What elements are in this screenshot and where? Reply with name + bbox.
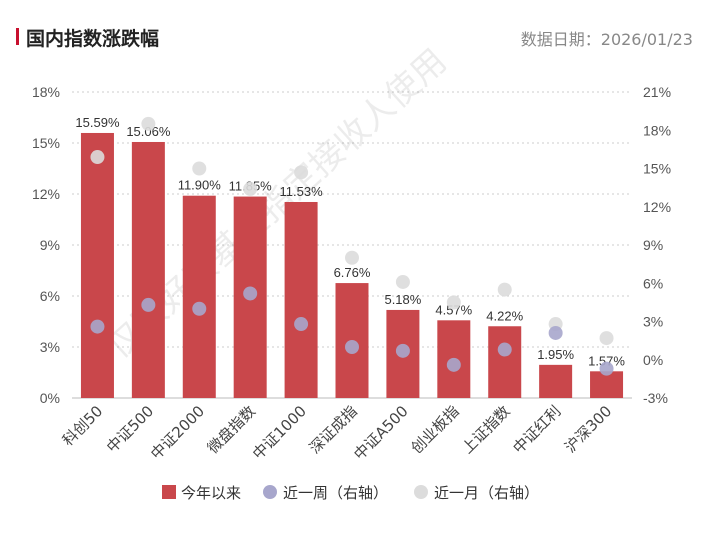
month-dot [243, 181, 258, 196]
right-tick-label: 6% [643, 275, 663, 291]
month-dot [90, 150, 105, 165]
week-dot [395, 343, 410, 358]
week-dot [548, 325, 563, 340]
month-dot [345, 250, 359, 265]
week-dot [192, 301, 207, 316]
legend-label-week: 近一周（右轴） [283, 484, 388, 502]
bar [80, 132, 114, 398]
bar [590, 371, 624, 398]
title-accent-bar [16, 28, 19, 45]
category-label: 科创50 [59, 402, 106, 449]
bar [182, 195, 216, 398]
month-dot [395, 274, 410, 289]
right-tick-label: 9% [643, 237, 663, 253]
data-label: 4.22% [486, 308, 523, 323]
right-tick-label: 3% [643, 314, 663, 330]
bar [131, 141, 165, 399]
month-dot [192, 161, 207, 176]
month-dot [446, 295, 461, 310]
data-label: 5.18% [384, 292, 421, 307]
category-label: 中证2000 [147, 402, 208, 463]
right-tick-label: 12% [643, 199, 671, 215]
legend-swatch-month [414, 485, 428, 499]
data-label: 15.06% [126, 124, 171, 139]
left-tick-label: 18% [32, 84, 60, 100]
week-dot [599, 361, 614, 376]
data-date: 数据日期：2026/01/23 [520, 30, 693, 49]
legend-swatch-ytd [162, 485, 176, 499]
month-dot [141, 116, 156, 131]
week-dot [294, 317, 309, 332]
right-tick-label: 15% [643, 161, 671, 177]
data-label: 11.53% [280, 184, 324, 199]
month-dot [294, 165, 309, 180]
bar [488, 326, 522, 398]
month-dot [599, 331, 614, 346]
week-dot [345, 340, 359, 354]
bar [284, 201, 318, 398]
data-label: 6.76% [334, 265, 371, 280]
left-tick-label: 9% [40, 237, 60, 253]
category-label: 中证1000 [249, 402, 310, 463]
left-tick-label: 0% [40, 390, 60, 406]
right-tick-label: 0% [643, 352, 663, 368]
left-tick-label: 6% [40, 288, 60, 304]
data-label: 11.90% [178, 178, 222, 193]
category-label: 中证A500 [350, 402, 411, 463]
data-label: 15.59% [75, 115, 120, 130]
week-dot [497, 342, 512, 357]
right-tick-label: -3% [643, 390, 668, 406]
week-dot [446, 357, 461, 372]
left-tick-label: 3% [40, 339, 60, 355]
left-tick-label: 15% [32, 135, 60, 151]
page-title: 国内指数涨跌幅 [26, 28, 160, 50]
right-tick-label: 21% [643, 84, 671, 100]
month-dot [497, 282, 512, 297]
category-label: 中证红利 [509, 402, 564, 457]
bar [539, 364, 573, 398]
data-label: 1.95% [537, 347, 574, 362]
left-tick-label: 12% [32, 186, 60, 202]
week-dot [90, 319, 105, 334]
legend-swatch-week [263, 485, 277, 499]
category-label: 上证指数 [458, 402, 513, 457]
week-dot [243, 286, 258, 301]
right-tick-label: 18% [643, 122, 671, 138]
data-label: 1.57% [588, 353, 625, 368]
data-label: 4.57% [435, 302, 472, 317]
category-label: 沪深300 [561, 402, 615, 456]
week-dot [141, 297, 156, 312]
legend-label-ytd: 今年以来 [181, 484, 241, 502]
legend-label-month: 近一月（右轴） [434, 484, 539, 502]
category-label: 创业板指 [407, 402, 462, 457]
